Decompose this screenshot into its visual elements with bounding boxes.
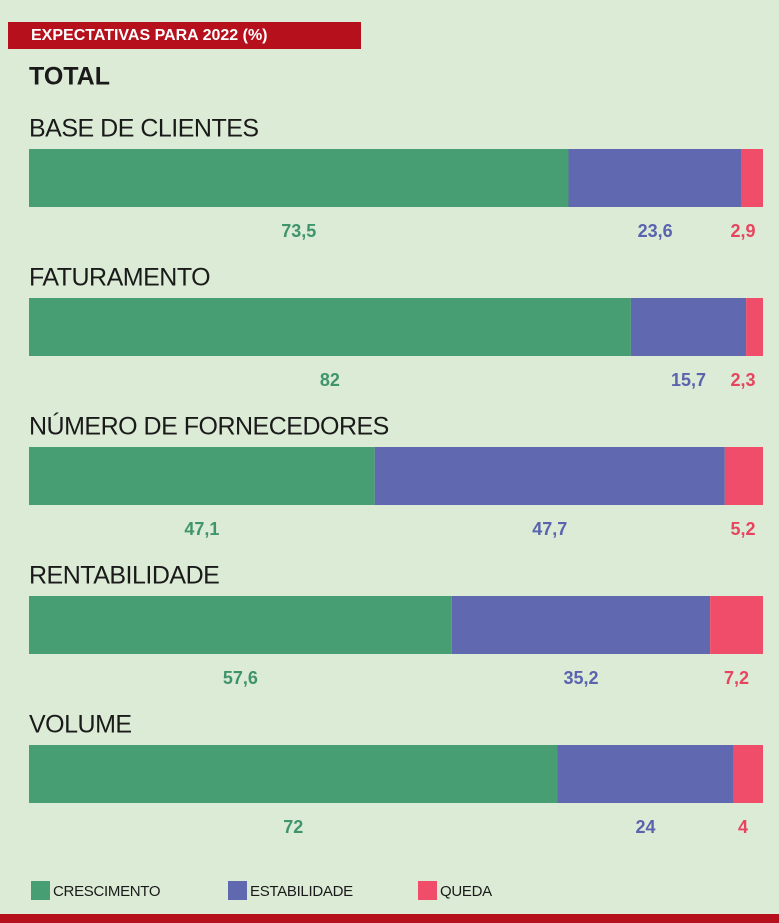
value-label: 5,2 xyxy=(730,519,755,539)
bar-segment xyxy=(741,149,763,207)
chart-title: EXPECTATIVAS PARA 2022 (%) xyxy=(31,27,268,44)
value-label: 7,2 xyxy=(724,668,749,688)
value-label: 72 xyxy=(283,817,303,837)
bar-segment xyxy=(29,298,631,356)
category-label: VOLUME xyxy=(29,711,132,739)
value-label: 2,3 xyxy=(730,370,755,390)
value-label: 35,2 xyxy=(563,668,598,688)
bar-segment xyxy=(724,447,763,505)
value-label: 82 xyxy=(320,370,340,390)
value-label: 47,7 xyxy=(532,519,567,539)
legend-label: CRESCIMENTO xyxy=(53,883,160,900)
value-label: 2,9 xyxy=(730,221,755,241)
bar-segment xyxy=(710,596,763,654)
bar-segment xyxy=(451,596,711,654)
bar-segment xyxy=(29,149,569,207)
legend-label: ESTABILIDADE xyxy=(250,883,353,900)
category-label: BASE DE CLIENTES xyxy=(29,115,259,143)
legend-swatch xyxy=(228,881,247,900)
value-label: 15,7 xyxy=(671,370,706,390)
value-label: 4 xyxy=(738,817,748,837)
bar-segment xyxy=(746,298,763,356)
legend-swatch xyxy=(418,881,437,900)
chart-subtitle: TOTAL xyxy=(29,63,110,91)
bar-segment xyxy=(557,745,734,803)
bar-segment xyxy=(29,447,375,505)
title-banner xyxy=(8,22,361,49)
value-label: 57,6 xyxy=(223,668,258,688)
value-label: 24 xyxy=(636,817,656,837)
category-label: FATURAMENTO xyxy=(29,264,210,292)
legend-label: QUEDA xyxy=(440,883,492,900)
value-label: 47,1 xyxy=(184,519,219,539)
bar-segment xyxy=(374,447,725,505)
value-label: 73,5 xyxy=(281,221,316,241)
bar-segment xyxy=(568,149,742,207)
category-label: NÚMERO DE FORNECEDORES xyxy=(29,412,389,441)
bar-segment xyxy=(630,298,747,356)
bar-segment xyxy=(29,745,558,803)
bar-segment xyxy=(29,596,452,654)
category-label: RENTABILIDADE xyxy=(29,562,219,590)
legend-swatch xyxy=(31,881,50,900)
bottom-rule xyxy=(0,914,779,923)
bar-segment xyxy=(733,745,763,803)
value-label: 23,6 xyxy=(638,221,673,241)
